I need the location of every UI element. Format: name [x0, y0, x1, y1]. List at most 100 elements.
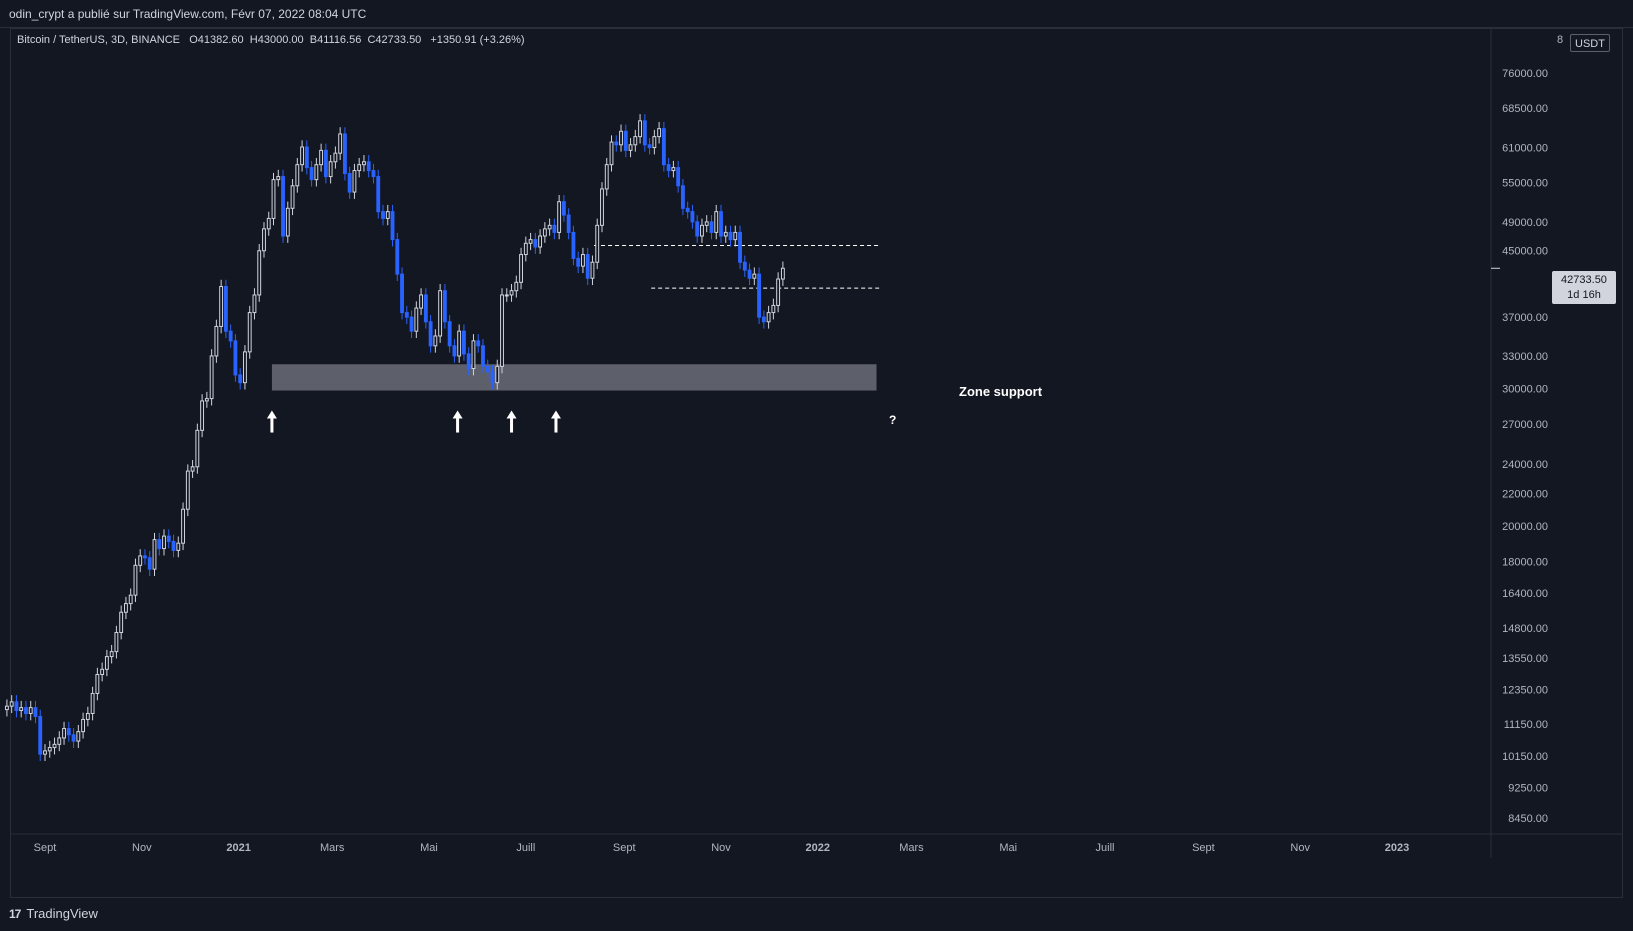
- candle-body: [423, 294, 428, 323]
- candle-body: [266, 217, 271, 230]
- candle-body: [209, 355, 214, 400]
- candle-body: [371, 170, 376, 178]
- question-mark-label: ?: [889, 413, 897, 427]
- publish-header: odin_crypt a publié sur TradingView.com,…: [0, 0, 1633, 28]
- tradingview-logo[interactable]: 17 TradingView: [9, 906, 98, 921]
- x-tick-label: Mars: [320, 842, 345, 854]
- candle-body: [685, 207, 690, 213]
- candle-body: [709, 221, 714, 233]
- candle-body: [509, 290, 514, 296]
- candle-body: [381, 211, 385, 219]
- candle-body: [133, 564, 138, 596]
- y-tick-label: 24000.00: [1502, 459, 1548, 471]
- candle-body: [71, 734, 76, 742]
- candle-body: [533, 239, 538, 248]
- candle-body: [128, 594, 133, 605]
- candle-body: [166, 535, 171, 542]
- candle-body: [481, 345, 485, 367]
- candle-body: [95, 674, 100, 694]
- candle-body: [590, 261, 595, 279]
- high-label: H: [249, 34, 258, 46]
- candle-body: [33, 707, 38, 717]
- candle-body: [295, 164, 300, 187]
- candle-body: [119, 611, 124, 634]
- candle-body: [333, 152, 338, 163]
- candle-body: [647, 144, 652, 149]
- x-tick-label: Mai: [420, 842, 438, 854]
- candle-body: [476, 340, 481, 347]
- x-tick-label: Nov: [132, 842, 152, 854]
- candle-body: [552, 224, 557, 233]
- candle-body: [614, 141, 619, 146]
- candle-body: [457, 330, 462, 357]
- candle-body: [19, 707, 24, 712]
- x-tick-label: Mars: [899, 842, 924, 854]
- candle-body: [195, 429, 200, 468]
- candle-body: [342, 133, 347, 175]
- candle-body: [581, 254, 585, 267]
- candle-body: [347, 173, 352, 193]
- candle-body: [314, 164, 319, 181]
- y-tick-label: 37000.00: [1502, 312, 1548, 324]
- candle-body: [66, 728, 71, 736]
- x-tick-label: Juill: [1096, 842, 1115, 854]
- candle-body: [9, 701, 14, 707]
- candle-body: [528, 239, 533, 244]
- candle-body: [604, 164, 609, 190]
- candle-body: [109, 651, 114, 658]
- tradingview-logo-text: TradingView: [26, 906, 98, 921]
- x-tick-label: Nov: [1290, 842, 1310, 854]
- x-tick-label: Nov: [711, 842, 731, 854]
- candle-body: [404, 312, 409, 318]
- candle-body: [695, 221, 700, 237]
- arrow-up-icon: [550, 410, 561, 419]
- candle-body: [157, 539, 162, 550]
- candle-body: [680, 185, 685, 209]
- close-value: 42733.50: [375, 34, 422, 46]
- arrow-up-icon: [452, 410, 463, 419]
- y-tick-label: 11150.00: [1504, 719, 1548, 731]
- close-label: C: [367, 34, 376, 46]
- candle-body: [171, 540, 176, 551]
- currency-unit-badge[interactable]: USDT: [1570, 34, 1610, 52]
- candle-body: [309, 167, 314, 181]
- candle-body: [780, 267, 785, 280]
- candle-body: [38, 715, 43, 755]
- candle-body: [243, 351, 247, 384]
- candle-body: [609, 141, 614, 166]
- y-tick-label: 13550.00: [1502, 653, 1548, 665]
- candle-body: [514, 281, 519, 292]
- candle-body: [576, 257, 581, 267]
- candle-body: [204, 398, 209, 402]
- candle-body: [323, 149, 328, 178]
- candle-body: [571, 231, 576, 259]
- candle-body: [81, 718, 86, 733]
- candle-body: [657, 128, 662, 138]
- candle-body: [238, 374, 243, 384]
- symbol-name[interactable]: Bitcoin / TetherUS, 3D, BINANCE: [17, 34, 181, 46]
- candle-body: [409, 316, 414, 332]
- y-tick-label: 18000.00: [1502, 557, 1548, 569]
- candle-body: [176, 542, 181, 551]
- candle-body: [262, 228, 266, 252]
- candle-body: [247, 312, 252, 353]
- high-value: 43000.00: [257, 34, 304, 46]
- low-value: 41116.56: [317, 34, 362, 46]
- candle-body: [304, 146, 309, 169]
- x-tick-label: Mai: [999, 842, 1017, 854]
- candle-body: [233, 340, 238, 376]
- candle-body: [690, 211, 695, 223]
- candle-body: [385, 211, 390, 219]
- candle-body: [766, 312, 771, 323]
- arrow-up-icon: [266, 410, 277, 419]
- candle-body: [438, 290, 443, 337]
- tradingview-logo-icon: 17: [9, 906, 21, 921]
- candle-body: [419, 294, 424, 309]
- candle-body: [719, 211, 723, 237]
- candle-body: [661, 128, 666, 166]
- candle-body: [642, 120, 647, 146]
- y-tick-label: 49000.00: [1502, 217, 1548, 229]
- footer-bar: [0, 898, 1633, 931]
- candle-body: [14, 701, 19, 712]
